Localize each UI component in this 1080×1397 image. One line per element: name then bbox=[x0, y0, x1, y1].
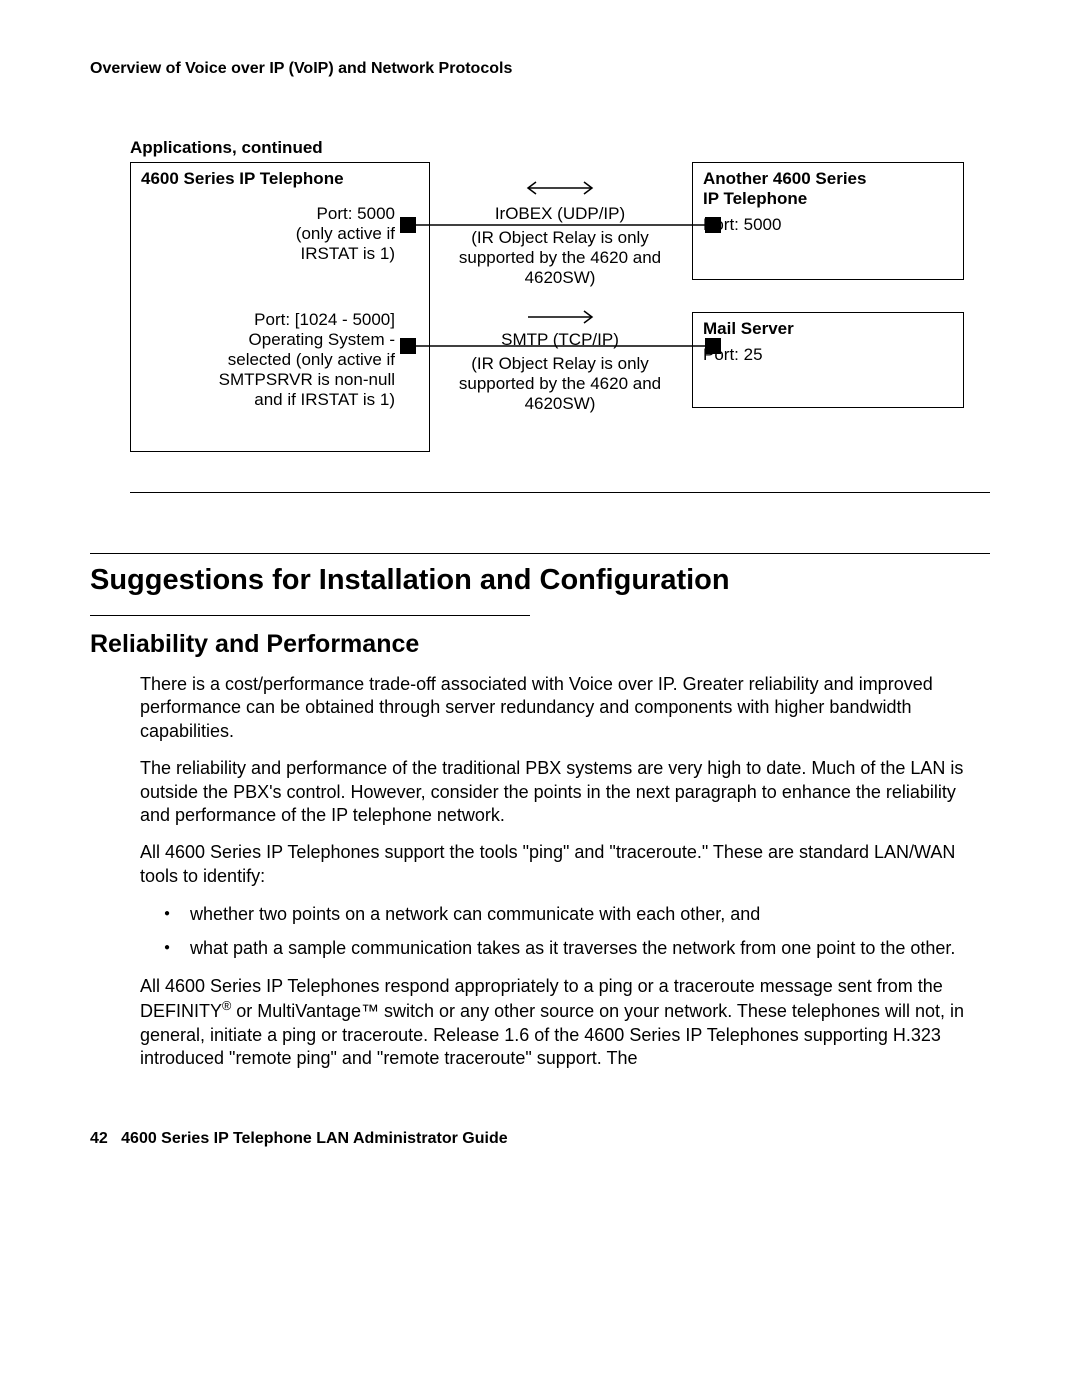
right-box2-title: Mail Server bbox=[703, 319, 953, 339]
footer-title: 4600 Series IP Telephone LAN Administrat… bbox=[121, 1130, 507, 1147]
right-box1-port: Port: 5000 bbox=[703, 215, 953, 235]
registered-mark: ® bbox=[222, 999, 231, 1013]
left-row1-text: Port: 5000 (only active if IRSTAT is 1) bbox=[140, 204, 395, 264]
marker bbox=[400, 217, 416, 233]
connector-line bbox=[416, 338, 705, 354]
right-box2-port: Port: 25 bbox=[703, 345, 953, 365]
right-box1-title: Another 4600 Series IP Telephone bbox=[703, 169, 953, 209]
left-row2-text: Port: [1024 - 5000] Operating System - s… bbox=[140, 310, 395, 410]
diagram: 4600 Series IP Telephone Port: 5000 (onl… bbox=[130, 162, 990, 472]
right-box-2: Mail Server Port: 25 bbox=[692, 312, 964, 408]
right-arrow-icon bbox=[522, 307, 598, 327]
paragraph: The reliability and performance of the t… bbox=[90, 757, 990, 827]
page-footer: 42 4600 Series IP Telephone LAN Administ… bbox=[90, 1130, 990, 1148]
list-item: what path a sample communication takes a… bbox=[190, 936, 990, 960]
double-arrow-icon bbox=[522, 178, 598, 198]
section-divider bbox=[90, 553, 990, 554]
diagram-title: Applications, continued bbox=[130, 138, 990, 158]
marker bbox=[705, 338, 721, 354]
paragraph-text: or MultiVantage™ switch or any other sou… bbox=[140, 1001, 964, 1068]
section-heading: Suggestions for Installation and Configu… bbox=[90, 564, 990, 597]
marker bbox=[400, 338, 416, 354]
left-box-title: 4600 Series IP Telephone bbox=[141, 169, 419, 189]
paragraph: All 4600 Series IP Telephones respond ap… bbox=[90, 975, 990, 1071]
paragraph: There is a cost/performance trade-off as… bbox=[90, 673, 990, 743]
mid1-note: (IR Object Relay is only supported by th… bbox=[430, 228, 690, 288]
page-header: Overview of Voice over IP (VoIP) and Net… bbox=[90, 60, 990, 78]
paragraph: All 4600 Series IP Telephones support th… bbox=[90, 841, 990, 888]
subsection-heading: Reliability and Performance bbox=[90, 630, 990, 659]
right-box-1: Another 4600 Series IP Telephone Port: 5… bbox=[692, 162, 964, 280]
bullet-list: whether two points on a network can comm… bbox=[90, 902, 990, 961]
mid2-note: (IR Object Relay is only supported by th… bbox=[430, 354, 690, 414]
marker bbox=[705, 217, 721, 233]
sub-divider bbox=[90, 615, 530, 616]
divider bbox=[130, 492, 990, 493]
connector-line bbox=[416, 217, 705, 233]
page-number: 42 bbox=[90, 1130, 108, 1147]
list-item: whether two points on a network can comm… bbox=[190, 902, 990, 926]
